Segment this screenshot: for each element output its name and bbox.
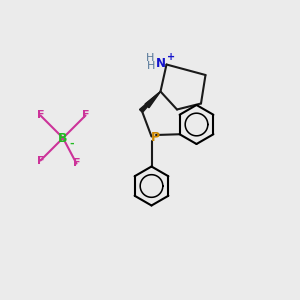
Text: H: H bbox=[146, 53, 154, 63]
Text: +: + bbox=[167, 52, 175, 62]
Text: B: B bbox=[58, 131, 68, 145]
Text: -: - bbox=[69, 138, 74, 148]
Text: F: F bbox=[73, 158, 80, 169]
Polygon shape bbox=[140, 92, 160, 112]
Text: F: F bbox=[37, 155, 44, 166]
Text: H: H bbox=[147, 61, 155, 71]
Text: F: F bbox=[82, 110, 89, 121]
Polygon shape bbox=[145, 92, 161, 108]
Text: F: F bbox=[37, 110, 44, 121]
Text: P: P bbox=[151, 130, 160, 144]
Text: N: N bbox=[156, 57, 166, 70]
